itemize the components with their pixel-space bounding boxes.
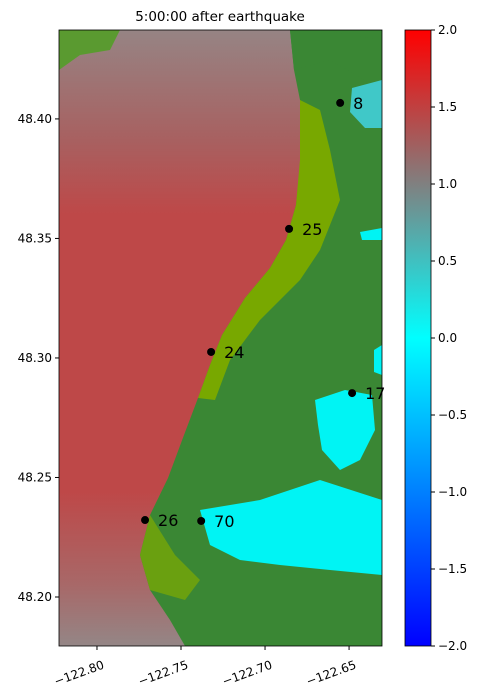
x-tick-label: −122.70 [220,658,274,689]
y-tick-label: 48.30 [18,351,52,365]
x-tick-label: −122.65 [304,658,358,689]
gauge-label: 8 [353,94,363,113]
shore-shallow [59,30,120,70]
y-tick-label: 48.25 [18,470,52,484]
sea [59,30,301,646]
colorbar [404,29,432,647]
gauge-label: 24 [224,343,244,362]
gauge-label: 70 [214,512,234,531]
inlet [360,228,382,240]
gauge-point [336,98,345,107]
colorbar-tick-label: 2.0 [438,23,457,37]
inlet [374,345,382,375]
colorbar-tick-label: −2.0 [438,639,467,653]
gauge-point [197,516,206,525]
land-north [290,30,382,90]
colorbar-tick-label: −1.5 [438,562,467,576]
colorbar-tick-label: 1.5 [438,100,457,114]
gauge-point [348,389,357,398]
gauge-point [207,347,216,356]
y-tick-label: 48.20 [18,590,52,604]
gauge-label: 25 [302,220,322,239]
y-tick-label: 48.35 [18,231,52,245]
colorbar-tick-label: 0.5 [438,254,457,268]
colorbar-tick-label: −0.5 [438,408,467,422]
colorbar-tick-label: 0.0 [438,331,457,345]
chart-title: 5:00:00 after earthquake [135,9,305,25]
bay-south [200,480,382,575]
gauge-point [285,224,294,233]
x-tick-label: −122.80 [52,658,106,689]
colorbar-tick-label: 1.0 [438,177,457,191]
gauge-label: 26 [158,511,178,530]
map-area [59,30,382,646]
shore-lowland-south [140,515,200,600]
gauge-label: 17 [365,384,385,403]
plot-frame [58,29,383,647]
colorbar-tick-label: −1.0 [438,485,467,499]
y-tick-label: 48.40 [18,112,52,126]
shore-lowland [198,100,340,400]
bay-north [350,80,382,128]
bay-east [315,390,375,470]
gauge-point [141,516,150,525]
x-tick-label: −122.75 [136,658,190,689]
